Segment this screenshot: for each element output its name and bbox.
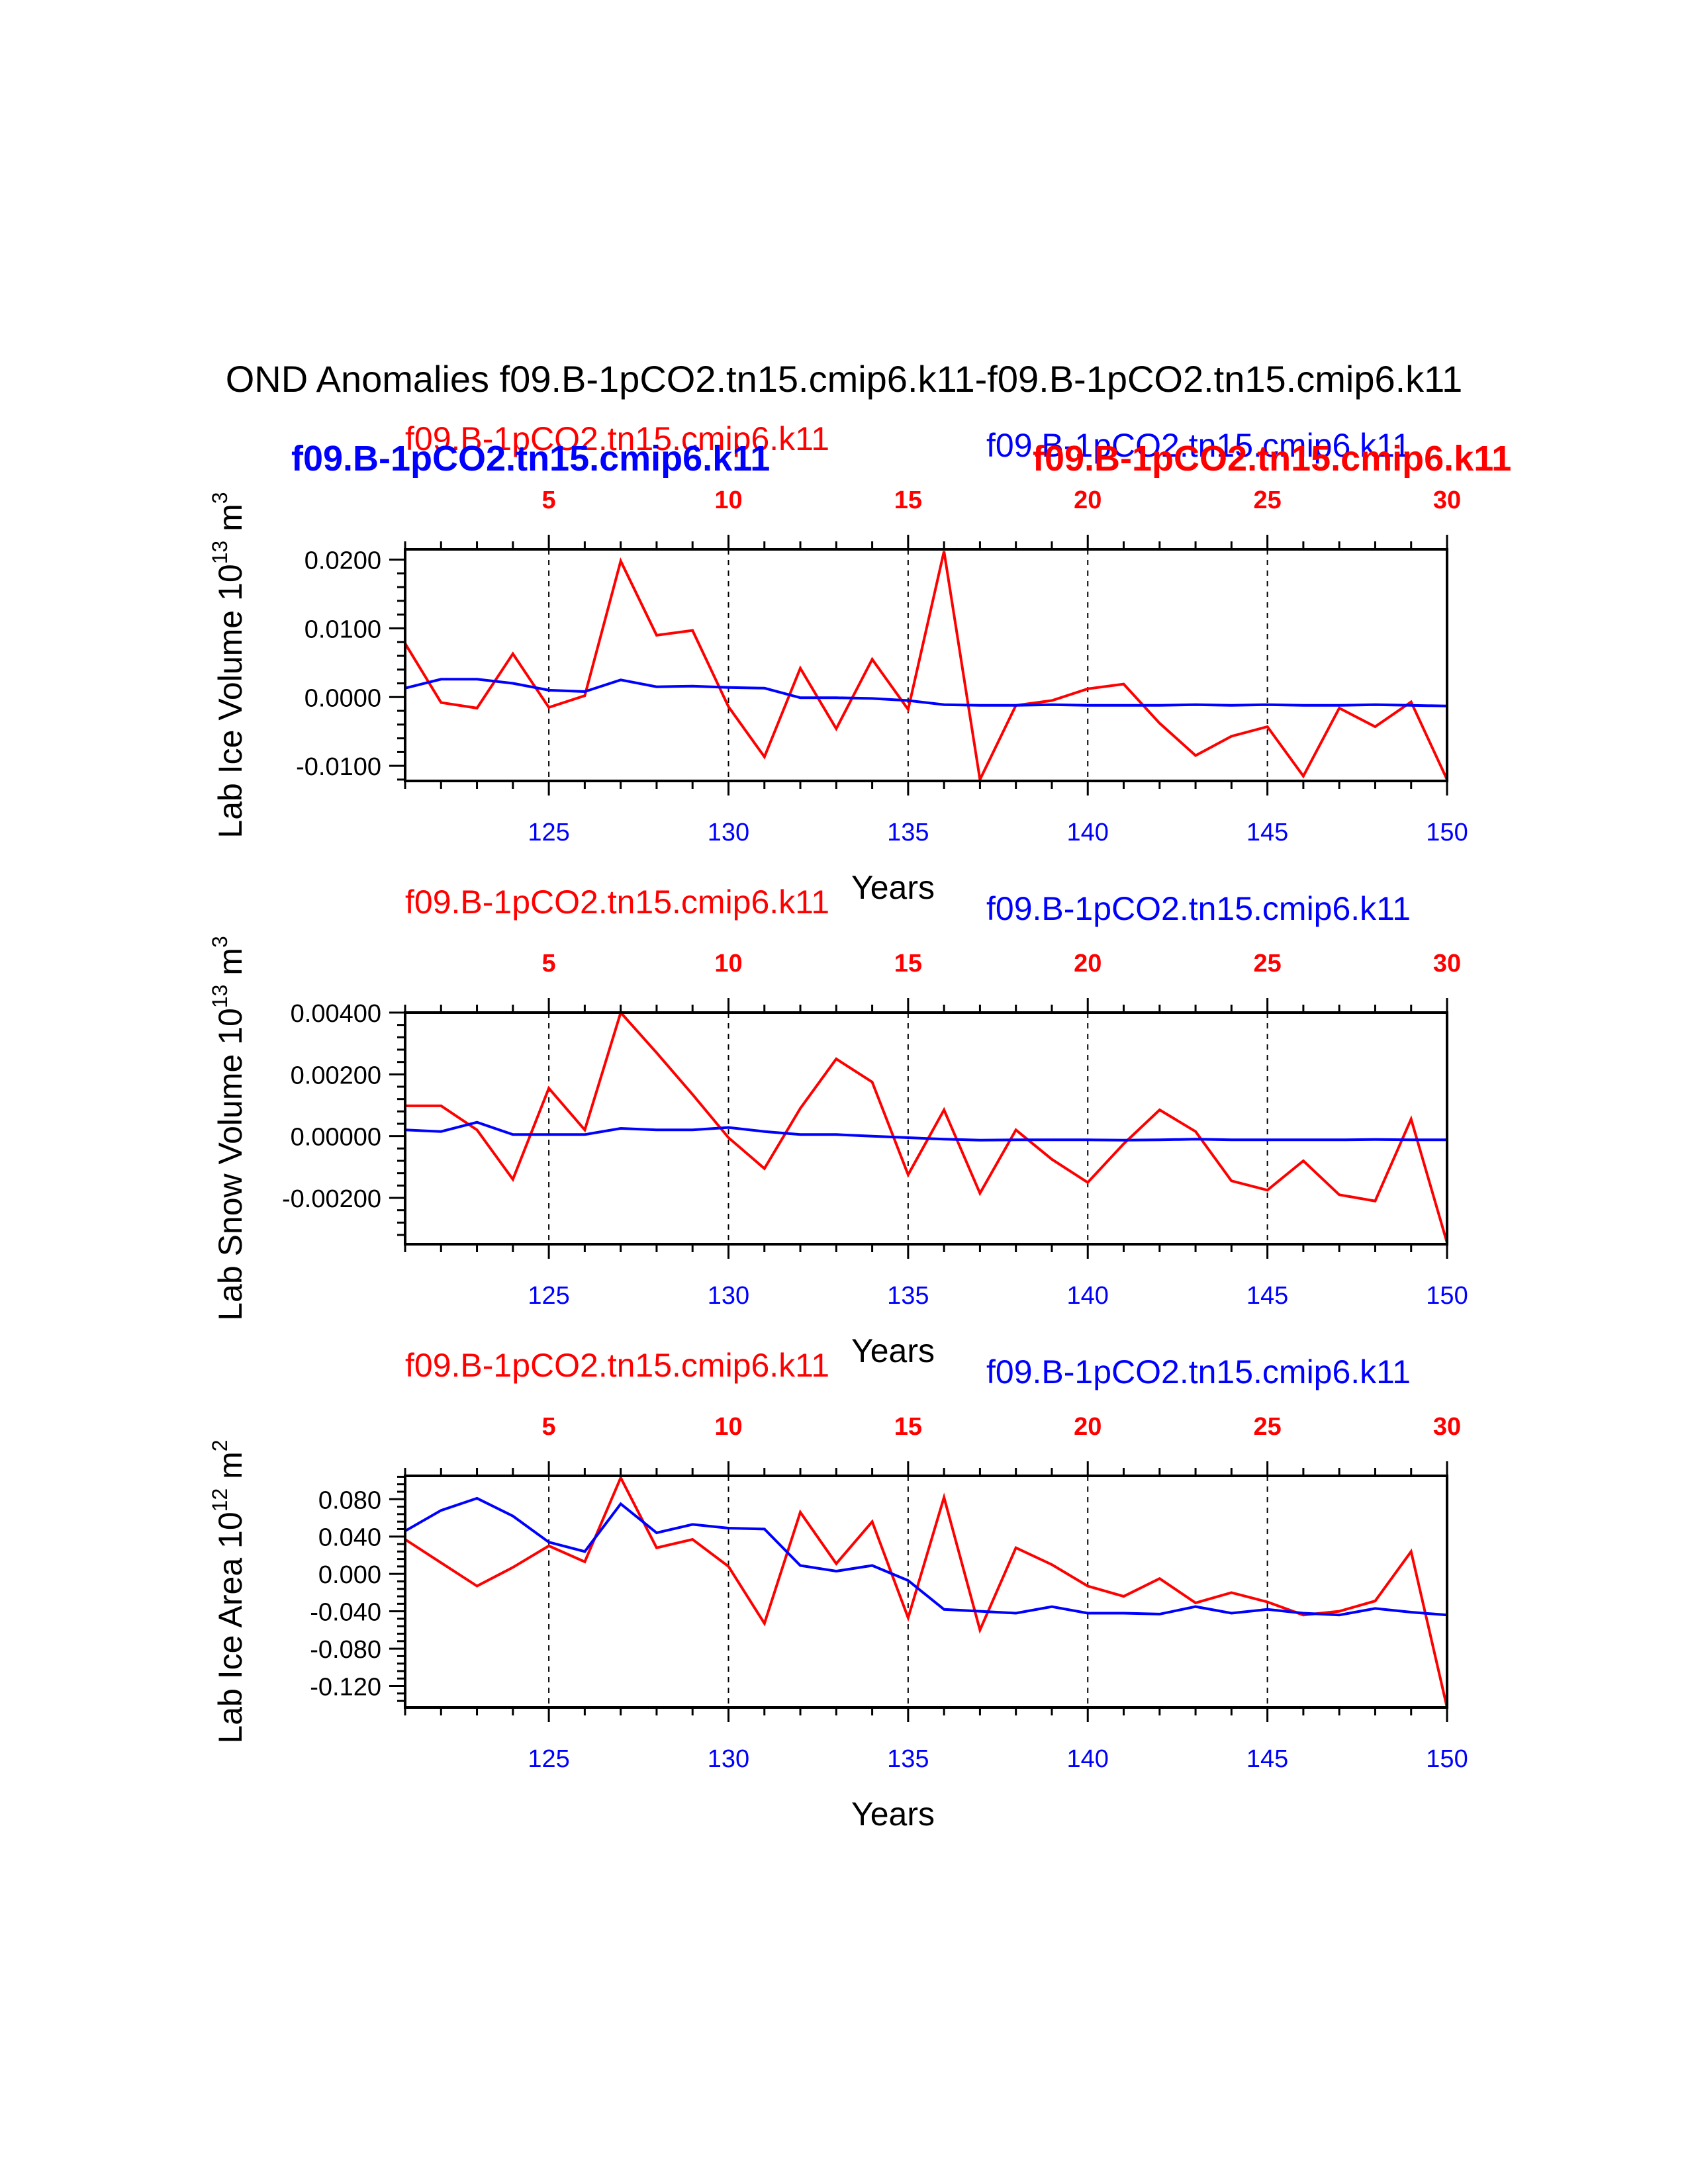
y-tick-label: 0.00400 <box>291 1000 381 1028</box>
y-tick-label: -0.120 <box>310 1674 381 1702</box>
x-tick-label-bottom-130: 130 <box>708 1282 749 1310</box>
y-tick-label: -0.0100 <box>296 753 381 781</box>
y-tick-label: 0.00200 <box>291 1062 381 1089</box>
y-tick-label: -0.080 <box>310 1636 381 1664</box>
y-tick-label: 0.080 <box>318 1486 381 1514</box>
y-axis-title: Lab Snow Volume 1013 m3 <box>208 936 249 1321</box>
series-title-blue: f09.B-1pCO2.tn15.cmip6.k11 <box>986 1353 1411 1390</box>
series-title-red: f09.B-1pCO2.tn15.cmip6.k11 <box>405 420 829 457</box>
y-axis-title-part: Lab Ice Volume 10 <box>212 564 249 838</box>
y-axis-title-part: Lab Ice Area 10 <box>212 1512 249 1743</box>
y-tick-label: 0.0200 <box>305 547 381 575</box>
overlay-label-red: f09.B-1pCO2.tn15.cmip6.k11 <box>1033 439 1512 478</box>
y-axis-title-superscript: 12 <box>208 1488 232 1512</box>
plot-frame <box>404 1475 1448 1709</box>
y-tick-label: 0.000 <box>318 1561 381 1589</box>
series-line-blue <box>404 1496 1448 1617</box>
x-axis-title: Years <box>851 1332 935 1369</box>
y-tick-label: -0.040 <box>310 1599 381 1627</box>
x-tick-label-bottom-150: 150 <box>1426 1282 1468 1310</box>
plot-frame <box>404 548 1448 782</box>
series-title-blue: f09.B-1pCO2.tn15.cmip6.k11 <box>986 427 1411 464</box>
x-tick-label-bottom-130: 130 <box>708 819 749 846</box>
x-tick-label-top-20: 20 <box>1074 486 1102 514</box>
figure-title: OND Anomalies f09.B-1pCO2.tn15.cmip6.k11… <box>225 358 1463 400</box>
x-tick-label-bottom-140: 140 <box>1067 1282 1109 1310</box>
x-tick-label-bottom-135: 135 <box>887 1282 929 1310</box>
x-tick-label-bottom-145: 145 <box>1246 1282 1288 1310</box>
x-tick-label-top-25: 25 <box>1253 1413 1281 1441</box>
x-tick-label-bottom-125: 125 <box>528 819 569 846</box>
y-tick-label: 0.0000 <box>305 684 381 712</box>
y-axis-title: Lab Ice Volume 1013 m3 <box>208 492 249 838</box>
x-tick-label-bottom-145: 145 <box>1246 1745 1288 1773</box>
x-tick-label-top-25: 25 <box>1253 950 1281 978</box>
chart-panel-3: f09.B-1pCO2.tn15.cmip6.k11 f09.B-1pCO2.tn… <box>0 1347 1688 1833</box>
series-line-red <box>404 551 1448 784</box>
x-axis-title: Years <box>851 869 935 906</box>
x-tick-label-bottom-150: 150 <box>1426 1745 1468 1773</box>
x-tick-label-bottom-125: 125 <box>528 1745 569 1773</box>
x-tick-label-bottom-130: 130 <box>708 1745 749 1773</box>
x-tick-label-top-15: 15 <box>894 486 922 514</box>
y-axis-title-superscript: 13 <box>208 985 232 1009</box>
x-tick-label-bottom-140: 140 <box>1067 819 1109 846</box>
x-tick-label-bottom-150: 150 <box>1426 819 1468 846</box>
chart-panel-1: f09.B-1pCO2.tn15.cmip6.k11 f09.B-1pCO2.tn… <box>0 420 1688 906</box>
y-tick-label: -0.00200 <box>282 1185 381 1213</box>
y-axis-title-part: m <box>212 1451 249 1488</box>
y-axis-title-superscript: 13 <box>208 541 232 565</box>
x-tick-label-bottom-135: 135 <box>887 819 929 846</box>
x-tick-label-top-5: 5 <box>542 950 556 978</box>
series-line-red <box>404 1475 1448 1708</box>
x-tick-label-top-30: 30 <box>1433 1413 1461 1441</box>
y-axis-title-part: m <box>212 948 249 985</box>
x-tick-label-top-10: 10 <box>714 1413 742 1441</box>
chart-snow-volume: f09.B-1pCO2.tn15.cmip6.k11 f09.B-1pCO2.tn… <box>208 884 1468 1369</box>
x-tick-label-bottom-145: 145 <box>1246 819 1288 846</box>
chart-ice-area: f09.B-1pCO2.tn15.cmip6.k11 f09.B-1pCO2.tn… <box>208 1347 1468 1833</box>
overlay-label-blue: f09.B-1pCO2.tn15.cmip6.k11 <box>291 439 771 478</box>
x-tick-label-bottom-135: 135 <box>887 1745 929 1773</box>
y-tick-label: 0.0100 <box>305 615 381 643</box>
x-tick-label-top-15: 15 <box>894 1413 922 1441</box>
chart-panel-2: f09.B-1pCO2.tn15.cmip6.k11 f09.B-1pCO2.tn… <box>0 884 1688 1369</box>
x-tick-label-top-10: 10 <box>714 486 742 514</box>
y-axis-title-part: Lab Snow Volume 10 <box>212 1008 249 1321</box>
series-line-red <box>405 1010 1448 1244</box>
x-axis-title: Years <box>851 1796 935 1833</box>
x-tick-label-top-10: 10 <box>714 950 742 978</box>
x-tick-label-top-20: 20 <box>1074 1413 1102 1441</box>
series-title-red: f09.B-1pCO2.tn15.cmip6.k11 <box>405 1347 829 1384</box>
plot-frame <box>404 1011 1448 1246</box>
y-axis-title-superscript: 2 <box>208 1439 232 1451</box>
x-tick-label-bottom-125: 125 <box>528 1282 569 1310</box>
x-tick-label-top-30: 30 <box>1433 486 1461 514</box>
x-tick-label-top-30: 30 <box>1433 950 1461 978</box>
x-tick-label-top-5: 5 <box>542 1413 556 1441</box>
chart-ice-volume: f09.B-1pCO2.tn15.cmip6.k11 f09.B-1pCO2.tn… <box>208 420 1468 906</box>
series-line-blue <box>404 1120 1447 1142</box>
y-tick-label: 0.00000 <box>291 1124 381 1152</box>
series-line-blue <box>404 678 1448 707</box>
y-tick-label: 0.040 <box>318 1524 381 1552</box>
y-axis-title-superscript: 3 <box>208 936 232 948</box>
x-tick-label-bottom-140: 140 <box>1067 1745 1109 1773</box>
series-title-blue: f09.B-1pCO2.tn15.cmip6.k11 <box>986 890 1411 927</box>
x-tick-label-top-25: 25 <box>1253 486 1281 514</box>
x-tick-label-top-15: 15 <box>894 950 922 978</box>
y-axis-title-superscript: 3 <box>208 492 232 504</box>
series-title-red: f09.B-1pCO2.tn15.cmip6.k11 <box>405 884 829 921</box>
x-tick-label-top-5: 5 <box>542 486 556 514</box>
y-axis-title-part: m <box>212 504 249 541</box>
x-tick-label-top-20: 20 <box>1074 950 1102 978</box>
y-axis-title: Lab Ice Area 1012 m2 <box>208 1439 249 1743</box>
